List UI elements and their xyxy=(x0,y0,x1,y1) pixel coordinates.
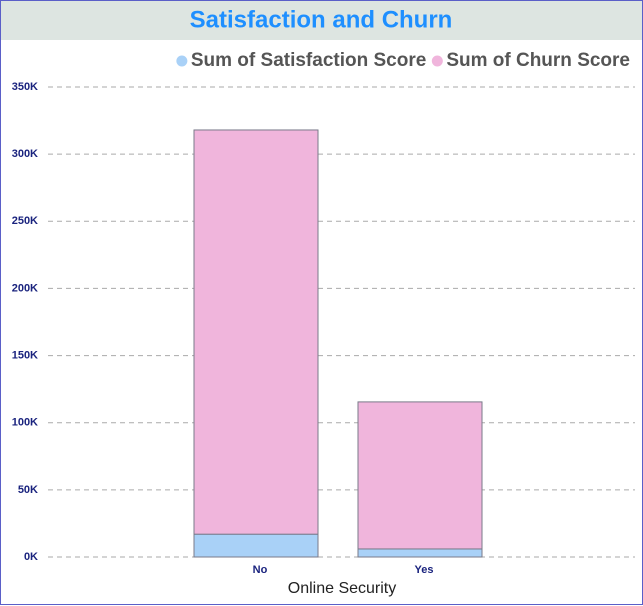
legend-label: Sum of Satisfaction Score xyxy=(191,50,426,71)
y-tick-label: 0K xyxy=(24,551,38,563)
y-tick-label: 300K xyxy=(12,148,38,160)
x-tick-label: No xyxy=(253,564,268,576)
x-tick-label: Yes xyxy=(415,564,434,576)
x-axis-label: Online Security xyxy=(288,580,397,597)
y-tick-label: 200K xyxy=(12,282,38,294)
bar-segment xyxy=(357,401,483,550)
legend-label: Sum of Churn Score xyxy=(446,50,630,71)
chart-title: Satisfaction and Churn xyxy=(190,6,453,33)
title-bar xyxy=(1,1,642,40)
bar-segment xyxy=(357,548,483,558)
y-tick-label: 50K xyxy=(18,484,38,496)
bar-segment xyxy=(193,129,319,535)
legend-marker xyxy=(431,55,443,67)
y-tick-label: 250K xyxy=(12,215,38,227)
bar-segment xyxy=(193,533,319,558)
y-tick-label: 150K xyxy=(12,349,38,361)
y-tick-label: 100K xyxy=(12,417,38,429)
y-tick-label: 350K xyxy=(12,81,38,93)
legend-marker xyxy=(176,55,188,67)
